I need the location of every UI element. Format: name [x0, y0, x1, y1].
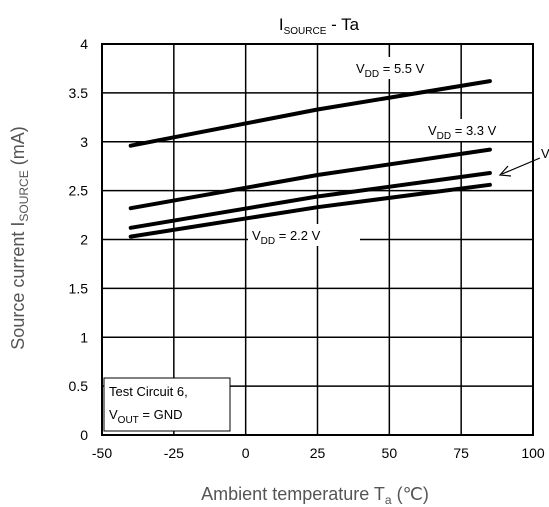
chart-title: ISOURCE - Ta: [279, 15, 360, 37]
x-tick-label: 50: [382, 445, 398, 461]
series-line-1: [128, 79, 492, 148]
series-line-3: [128, 171, 492, 230]
pointer-arrowhead: [498, 165, 512, 177]
x-tick-label: 25: [310, 445, 326, 461]
label-vdd55: VDD = 5.5 V: [356, 61, 425, 80]
y-tick-label: 0: [80, 427, 88, 443]
test-circuit-line1: Test Circuit 6,: [109, 384, 188, 399]
cut-off-label: V: [541, 146, 549, 161]
label-vdd22: VDD = 2.2 V: [252, 228, 321, 247]
y-tick-label: 1.5: [69, 280, 89, 296]
x-tick-label: 75: [453, 445, 469, 461]
x-tick-label: 100: [521, 445, 545, 461]
series-line-4: [128, 182, 492, 239]
test-circuit-line2: VOUT = GND: [109, 407, 183, 426]
y-tick-label: 3.5: [69, 85, 89, 101]
y-tick-label: 2.5: [69, 183, 89, 199]
y-tick-label: 3: [80, 134, 88, 150]
x-axis-title: Ambient temperature Ta (℃): [201, 484, 429, 507]
series-line-2: [128, 147, 492, 211]
y-tick-label: 1: [80, 329, 88, 345]
label-bg-vdd22: [248, 224, 360, 246]
label-vdd33: VDD = 3.3 V: [428, 123, 497, 142]
pointer-arrow: [501, 157, 541, 175]
series-lines: [128, 79, 492, 239]
y-axis-title: Source current ISOURCE (mA): [8, 126, 31, 349]
y-tick-labels: 0 0.5 1 1.5 2 2.5 3 3.5 4: [69, 36, 89, 443]
x-tick-label: 0: [242, 445, 250, 461]
y-tick-label: 0.5: [69, 378, 89, 394]
label-bg-vdd55: [352, 57, 444, 79]
y-tick-label: 2: [80, 232, 88, 248]
x-tick-label: -25: [164, 445, 184, 461]
x-tick-label: -50: [92, 445, 112, 461]
x-tick-labels: -50 -25 0 25 50 75 100: [92, 445, 545, 461]
y-tick-label: 4: [80, 36, 88, 52]
label-bg-vdd33: [424, 119, 516, 141]
test-circuit-box: [103, 377, 231, 432]
